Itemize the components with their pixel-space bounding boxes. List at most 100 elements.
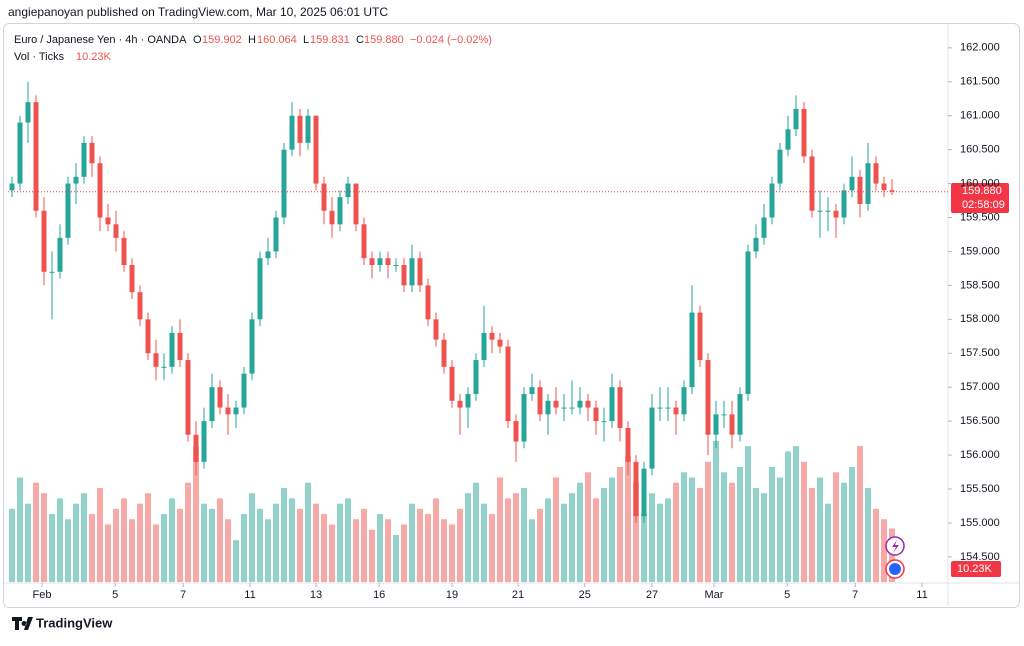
- volume-bar: [225, 519, 231, 582]
- volume-bar: [41, 493, 47, 582]
- candle-body: [209, 387, 215, 422]
- candle-body: [193, 434, 199, 462]
- volume-bar: [81, 493, 87, 582]
- volume-bar: [249, 493, 255, 582]
- volume-bar: [177, 508, 183, 582]
- volume-bar: [321, 514, 327, 582]
- x-tick-label: 19: [446, 589, 458, 601]
- x-tick-label: 21: [512, 589, 524, 601]
- volume-bar: [481, 503, 487, 582]
- volume-bar: [617, 467, 623, 582]
- candle-body: [849, 176, 855, 191]
- volume-bar: [729, 482, 735, 582]
- candle-body: [409, 258, 415, 286]
- x-tick-label: 11: [244, 589, 255, 601]
- volume-bar: [497, 477, 503, 582]
- candle-body: [185, 360, 191, 435]
- x-tick-label: 5: [112, 589, 118, 601]
- volume-bar: [49, 514, 55, 582]
- y-tick-label: 162.000: [960, 42, 1000, 54]
- candle-body: [393, 265, 399, 267]
- candle-body: [289, 115, 295, 150]
- volume-bar: [209, 508, 215, 582]
- volume-bar: [505, 498, 511, 582]
- brand-logo: [12, 617, 33, 630]
- candle-body: [673, 407, 679, 415]
- volume-bar: [705, 461, 711, 582]
- x-tick-label: 5: [784, 589, 790, 601]
- volume-bar: [649, 493, 655, 582]
- low-key: L: [303, 34, 309, 46]
- candle-body: [345, 183, 351, 198]
- y-tick-label: 161.000: [960, 110, 1000, 122]
- volume-bar: [681, 472, 687, 582]
- candle-body: [529, 387, 535, 394]
- volume-bar: [665, 498, 671, 582]
- volume-bar: [57, 498, 63, 582]
- candle-body: [25, 102, 31, 123]
- candle-body: [753, 237, 759, 252]
- volume-bar: [697, 487, 703, 582]
- volume-bar: [33, 482, 39, 582]
- candle-body: [177, 332, 183, 361]
- volume-bar: [17, 477, 23, 582]
- candle-body: [233, 407, 239, 415]
- x-tick-label: 25: [579, 589, 591, 601]
- volume-bar: [849, 467, 855, 582]
- candle-body: [769, 183, 775, 218]
- candle-body: [873, 163, 879, 184]
- volume-bar: [857, 446, 863, 582]
- candle-body: [49, 271, 55, 273]
- volume-bar: [417, 508, 423, 582]
- candle-body: [641, 468, 647, 517]
- y-tick-label: 156.500: [960, 415, 1000, 427]
- volume-bar: [425, 514, 431, 582]
- candle-body: [761, 217, 767, 238]
- volume-bar: [337, 503, 343, 582]
- close-key: C: [356, 34, 364, 46]
- y-tick-label: 159.000: [960, 245, 1000, 257]
- candle-body: [81, 142, 87, 177]
- candle-body: [513, 421, 519, 442]
- volume-value: 10.23K: [76, 51, 112, 63]
- volume-bar: [761, 493, 767, 582]
- plot: [8, 81, 948, 582]
- x-tick-label: 27: [646, 589, 658, 601]
- candle-body: [361, 224, 367, 259]
- volume-bar: [737, 467, 743, 582]
- x-tick-label: 11: [916, 589, 927, 601]
- candle-body: [33, 102, 39, 211]
- volume-bar: [769, 467, 775, 582]
- candle-body: [329, 210, 335, 225]
- candle-body: [593, 407, 599, 422]
- volume-bar: [793, 446, 799, 582]
- volume-bar: [457, 508, 463, 582]
- candle-body: [41, 210, 47, 272]
- candle-body: [113, 224, 119, 238]
- candle-body: [697, 312, 703, 361]
- volume-bar: [273, 503, 279, 582]
- volume-bar: [441, 519, 447, 582]
- candle-body: [617, 387, 623, 428]
- close-value: 159.880: [364, 34, 404, 46]
- candle-body: [257, 258, 263, 320]
- y-tick-label: 155.000: [960, 517, 1000, 529]
- volume-bar: [633, 482, 639, 582]
- candle-body: [777, 149, 783, 184]
- candle-body: [89, 142, 95, 164]
- volume-bar: [345, 498, 351, 582]
- candle-body: [225, 407, 231, 415]
- candle-body: [297, 115, 303, 143]
- candle-body: [265, 251, 271, 259]
- volume-bar: [193, 446, 199, 582]
- volume-bar: [657, 503, 663, 582]
- candle-body: [657, 407, 663, 409]
- candle-body: [161, 366, 167, 368]
- volume-bar: [801, 461, 807, 582]
- x-tick-label: 13: [310, 589, 322, 601]
- candle-body: [321, 183, 327, 211]
- candle-body: [537, 387, 543, 415]
- candle-body: [385, 258, 391, 266]
- volume-bar: [241, 514, 247, 582]
